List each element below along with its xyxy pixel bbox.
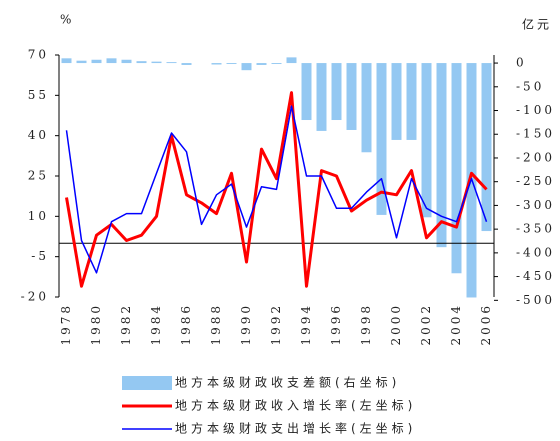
bar (76, 60, 87, 64)
x-tick-label: 1986 (179, 303, 193, 346)
x-tick-label: 1992 (269, 303, 283, 346)
line (65, 91, 488, 288)
bar (226, 63, 237, 65)
y2-tick-label: -500 (516, 293, 555, 307)
bar (136, 61, 147, 64)
x-tick-label: 2002 (419, 303, 433, 346)
y-tick-label: 25 (28, 169, 49, 183)
bar (271, 63, 282, 65)
bar (481, 63, 492, 232)
bar (166, 62, 177, 64)
x-tick-label: 1984 (149, 303, 163, 346)
y2-tick-label: 0 (516, 56, 527, 70)
bar (451, 63, 462, 274)
x-tick-label: 1988 (209, 303, 223, 346)
line (65, 105, 488, 274)
y2-tick-label: -150 (516, 127, 555, 141)
bar (361, 63, 372, 153)
bar (241, 63, 252, 71)
y2-tick-label: -100 (516, 103, 555, 117)
y-tick-label: 40 (28, 128, 49, 142)
x-tick-label: 1982 (119, 303, 133, 346)
bar (151, 61, 162, 64)
y2-tick-label: -50 (516, 79, 544, 93)
x-tick-label: 2004 (449, 303, 463, 346)
y2-tick-label: -400 (516, 245, 555, 259)
bar (301, 63, 312, 121)
bar (121, 59, 132, 64)
x-tick-label: 1980 (89, 303, 103, 346)
bar (391, 63, 402, 140)
bar (436, 63, 447, 248)
x-tick-label: 1994 (299, 303, 313, 346)
bar (286, 57, 297, 64)
y-tick-label: -20 (21, 290, 49, 304)
bar (91, 59, 102, 64)
legend-label: 地方本级财政收支差额(右坐标) (175, 375, 400, 390)
y-tick-label: -5 (31, 249, 49, 263)
y-axis-label: % (60, 13, 74, 27)
x-tick-label: 2006 (479, 303, 493, 346)
y2-tick-label: -350 (516, 222, 555, 236)
y-tick-label: 55 (28, 88, 49, 102)
x-tick-label: 1996 (329, 303, 343, 346)
y2-tick-label: -300 (516, 198, 555, 212)
y2-tick-label: -450 (516, 269, 555, 283)
bar (61, 58, 72, 64)
y2-tick-label: -250 (516, 174, 555, 188)
bar (406, 63, 417, 140)
bar (346, 63, 357, 130)
bar (106, 58, 117, 64)
bar (376, 63, 387, 215)
bar (421, 63, 432, 218)
x-tick-label: 2000 (389, 303, 403, 346)
x-tick-label: 1990 (239, 303, 253, 346)
y2-tick-label: -200 (516, 150, 555, 164)
y-tick-label: 10 (28, 209, 49, 223)
bar (316, 63, 327, 131)
bar (181, 63, 192, 65)
x-tick-label: 1978 (59, 303, 73, 346)
bar (211, 63, 222, 65)
legend-swatch (122, 376, 172, 390)
legend-label: 地方本级财政支出增长率(左坐标) (175, 421, 416, 436)
bar (331, 63, 342, 121)
y2-axis-label: 亿元 (522, 17, 552, 32)
legend-label: 地方本级财政收入增长率(左坐标) (175, 398, 416, 413)
x-tick-label: 1998 (359, 303, 373, 346)
bar (256, 63, 267, 65)
y-tick-label: 70 (28, 48, 49, 62)
